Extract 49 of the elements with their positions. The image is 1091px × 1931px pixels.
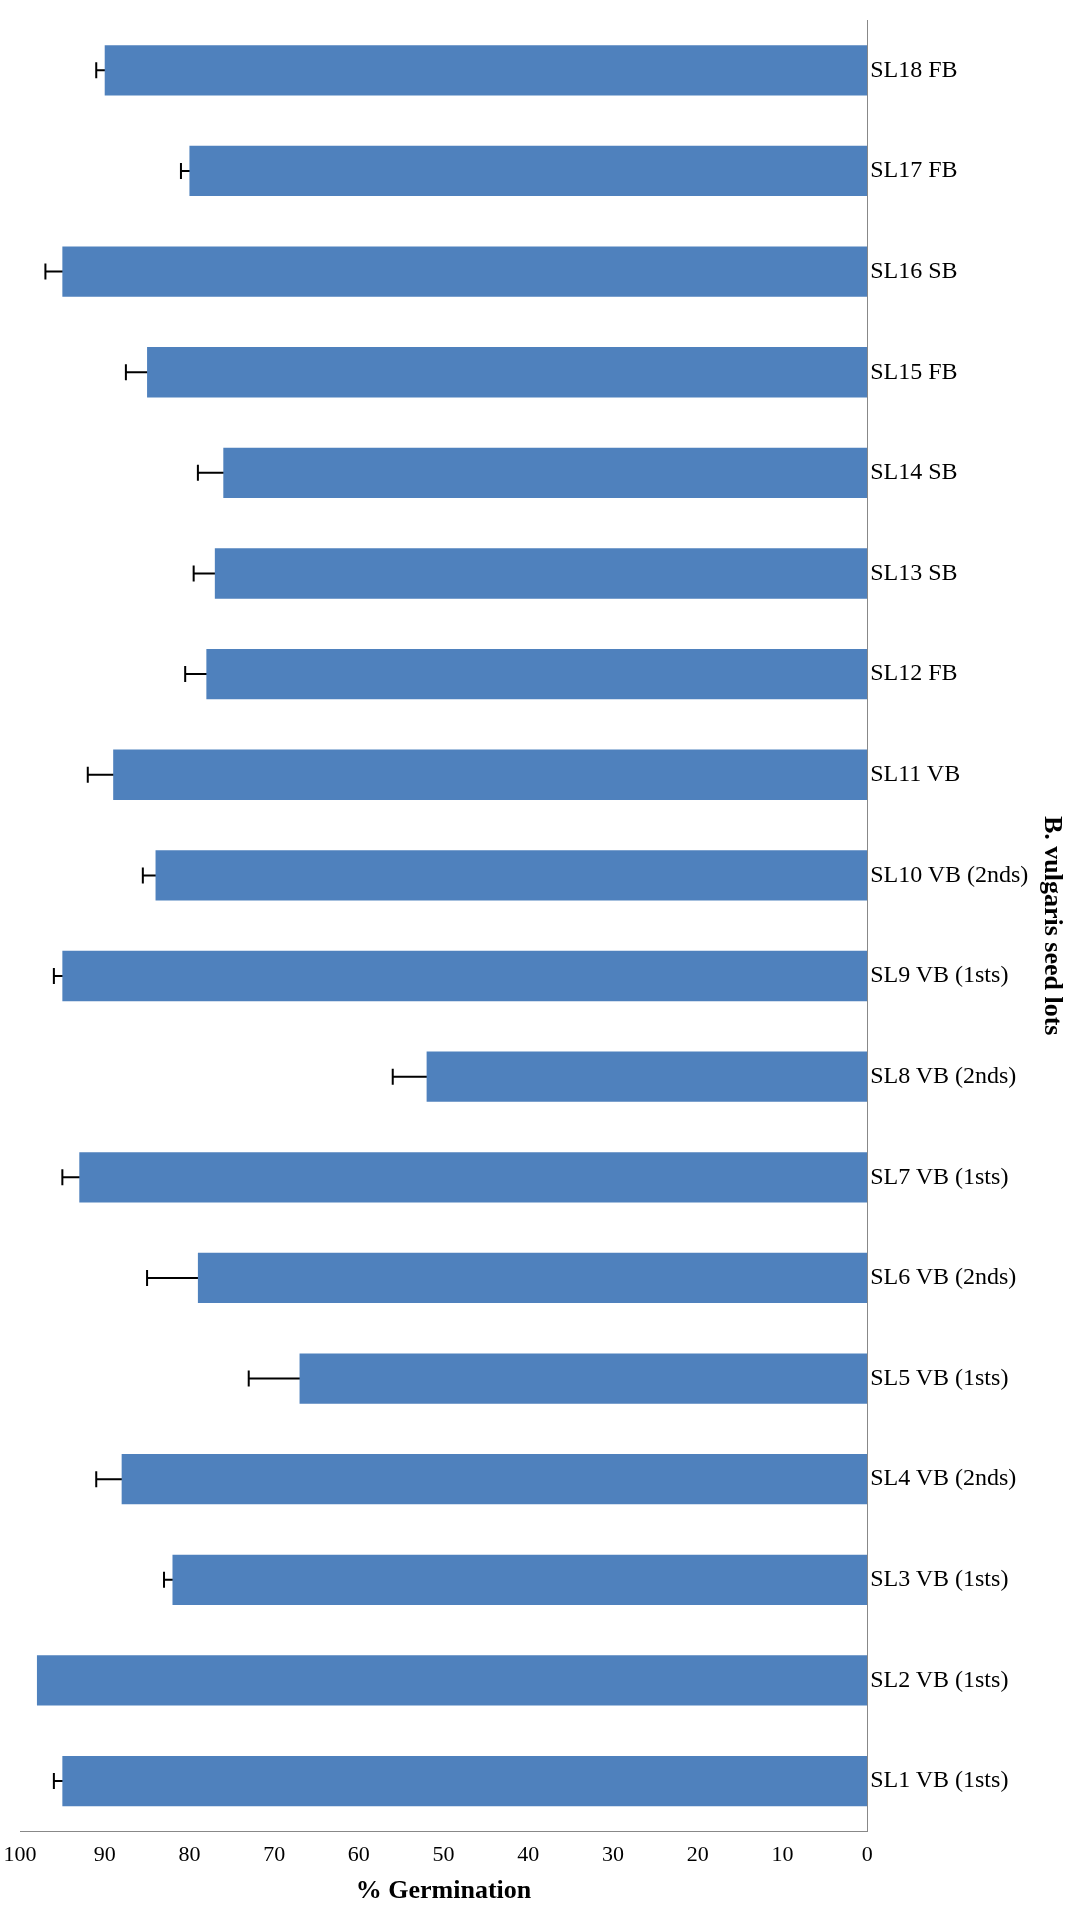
bar bbox=[189, 145, 868, 197]
bar bbox=[79, 1152, 868, 1203]
y-tick-label: SL9 VB (1sts) bbox=[870, 961, 1009, 988]
y-tick-label: SL18 FB bbox=[870, 55, 958, 82]
x-tick-label: 10 bbox=[771, 1841, 794, 1867]
x-tick-label: 40 bbox=[517, 1841, 540, 1867]
bar bbox=[155, 850, 868, 901]
y-tick-label: SL15 FB bbox=[870, 357, 958, 384]
y-tick-label: SL16 SB bbox=[870, 256, 958, 283]
x-axis-title: % Germination bbox=[355, 1875, 532, 1905]
x-tick-label: 100 bbox=[3, 1841, 37, 1867]
x-tick-label: 20 bbox=[686, 1841, 709, 1867]
bar bbox=[62, 1755, 868, 1807]
bar bbox=[121, 1454, 868, 1505]
bar bbox=[36, 1655, 868, 1706]
y-tick-label: SL12 FB bbox=[870, 659, 958, 686]
bar bbox=[172, 1554, 868, 1605]
y-tick-label: SL8 VB (2nds) bbox=[870, 1061, 1017, 1088]
bar bbox=[299, 1353, 868, 1404]
x-tick-label: 30 bbox=[601, 1841, 624, 1867]
bar bbox=[147, 347, 868, 398]
bar bbox=[62, 246, 868, 297]
y-tick-label: SL6 VB (2nds) bbox=[870, 1263, 1017, 1290]
bar bbox=[104, 45, 868, 96]
y-axis-title: B. vulgaris seed lots bbox=[1038, 815, 1068, 1036]
bar bbox=[197, 1252, 868, 1304]
bar bbox=[426, 1051, 868, 1102]
y-tick-label: SL17 FB bbox=[870, 156, 958, 183]
x-tick-label: 50 bbox=[432, 1841, 455, 1867]
y-tick-label: SL10 VB (2nds) bbox=[870, 860, 1029, 887]
bar bbox=[214, 548, 868, 599]
y-tick-label: SL14 SB bbox=[870, 458, 958, 485]
y-tick-label: SL13 SB bbox=[870, 558, 958, 585]
bar bbox=[206, 648, 868, 700]
bar bbox=[223, 447, 868, 499]
y-tick-label: SL3 VB (1sts) bbox=[870, 1565, 1009, 1592]
bar bbox=[62, 950, 868, 1002]
y-tick-label: SL7 VB (1sts) bbox=[870, 1162, 1009, 1189]
x-tick-label: 80 bbox=[178, 1841, 201, 1867]
x-tick-label: 90 bbox=[93, 1841, 116, 1867]
x-tick-label: 70 bbox=[263, 1841, 286, 1867]
bar bbox=[113, 749, 868, 800]
y-tick-label: SL11 VB bbox=[870, 760, 961, 787]
y-tick-label: SL4 VB (2nds) bbox=[870, 1464, 1017, 1491]
x-tick-label: 60 bbox=[347, 1841, 370, 1867]
y-tick-label: SL1 VB (1sts) bbox=[870, 1766, 1009, 1793]
y-tick-label: SL2 VB (1sts) bbox=[870, 1665, 1009, 1692]
y-tick-label: SL5 VB (1sts) bbox=[870, 1363, 1009, 1390]
x-tick-label: 0 bbox=[861, 1841, 873, 1867]
